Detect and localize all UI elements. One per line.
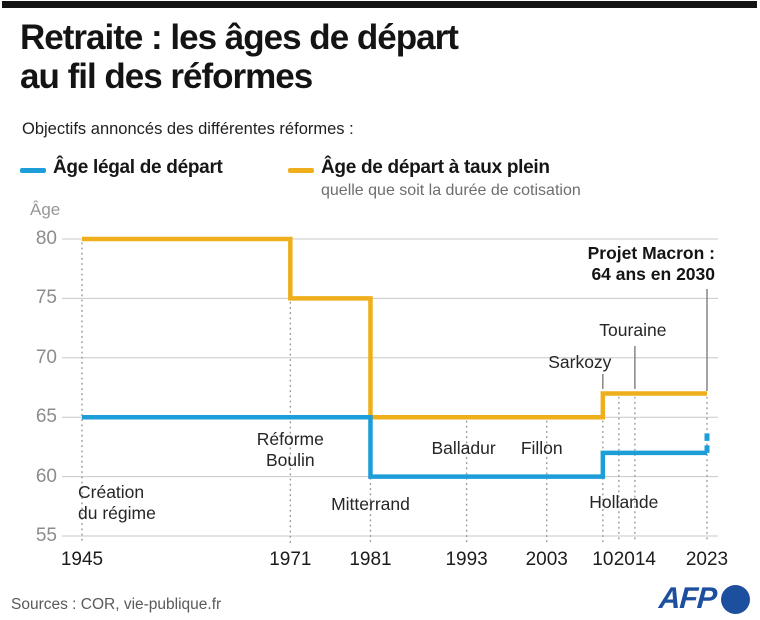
legend-swatch-full-rate bbox=[288, 168, 314, 173]
page-title: Retraite : les âges de départ au fil des… bbox=[20, 18, 459, 96]
series-line-legal-age bbox=[82, 414, 707, 479]
afp-logo: AFP bbox=[657, 582, 751, 616]
afp-logo-text: AFP bbox=[657, 582, 718, 615]
source-credit: Sources : COR, vie-publique.fr bbox=[11, 596, 222, 613]
afp-logo-circle-icon bbox=[721, 584, 751, 614]
y-axis-title: Âge bbox=[30, 200, 61, 219]
legend-swatch-legal-age bbox=[20, 168, 46, 173]
legend-sublabel-full-rate: quelle que soit la durée de cotisation bbox=[321, 182, 581, 199]
legend-label-legal-age: Âge légal de départ bbox=[53, 157, 223, 178]
chart-subtitle: Objectifs annoncés des différentes réfor… bbox=[22, 120, 354, 138]
series-line-full-rate bbox=[82, 236, 707, 420]
top-accent-bar bbox=[2, 1, 757, 8]
legend-label-full-rate: Âge de départ à taux plein bbox=[321, 157, 550, 178]
